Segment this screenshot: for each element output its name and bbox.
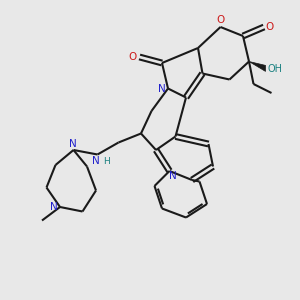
Text: N: N <box>69 139 77 149</box>
Text: N: N <box>92 155 100 166</box>
Text: H: H <box>103 157 110 166</box>
Text: N: N <box>169 171 177 182</box>
Text: O: O <box>129 52 137 62</box>
Text: N: N <box>158 83 166 94</box>
Text: O: O <box>216 15 225 26</box>
Text: O: O <box>265 22 274 32</box>
Text: OH: OH <box>268 64 283 74</box>
Polygon shape <box>249 61 266 71</box>
Text: N: N <box>50 202 57 212</box>
